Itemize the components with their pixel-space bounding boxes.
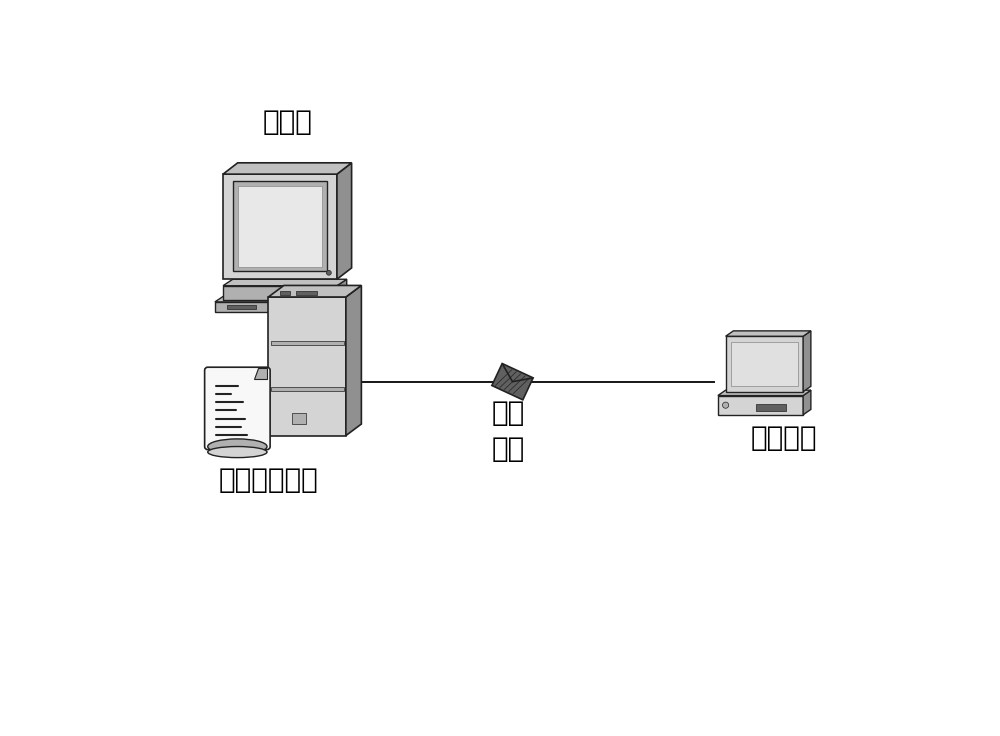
Bar <box>718 395 803 415</box>
Polygon shape <box>803 331 811 392</box>
Bar <box>726 336 803 392</box>
Ellipse shape <box>208 439 267 454</box>
Bar <box>756 404 786 411</box>
Bar <box>296 291 317 295</box>
Bar <box>227 305 256 309</box>
Polygon shape <box>803 390 811 415</box>
FancyBboxPatch shape <box>205 367 270 450</box>
Bar <box>238 185 322 266</box>
Circle shape <box>326 270 331 275</box>
Polygon shape <box>223 163 352 174</box>
Bar <box>292 413 306 424</box>
Circle shape <box>723 402 729 408</box>
Bar <box>271 342 344 345</box>
Polygon shape <box>337 279 347 300</box>
Text: 车载设备: 车载设备 <box>750 424 817 452</box>
Text: 串口
协议: 串口 协议 <box>492 399 525 464</box>
Polygon shape <box>718 390 811 395</box>
Polygon shape <box>337 163 352 279</box>
Bar <box>223 286 337 300</box>
Bar <box>731 342 798 386</box>
Text: 辅助结构机械: 辅助结构机械 <box>218 467 318 495</box>
Text: 服务器: 服务器 <box>263 108 313 136</box>
Polygon shape <box>726 331 811 336</box>
Polygon shape <box>346 286 361 436</box>
Bar <box>271 387 344 392</box>
Bar <box>223 174 337 279</box>
Polygon shape <box>254 368 267 378</box>
Polygon shape <box>268 286 361 297</box>
Polygon shape <box>223 279 347 286</box>
Bar <box>280 291 290 295</box>
Polygon shape <box>345 295 355 312</box>
Polygon shape <box>215 295 355 302</box>
Bar <box>492 364 533 400</box>
Bar <box>233 181 327 272</box>
Bar <box>268 297 346 436</box>
Ellipse shape <box>208 447 267 458</box>
Bar <box>215 302 345 312</box>
